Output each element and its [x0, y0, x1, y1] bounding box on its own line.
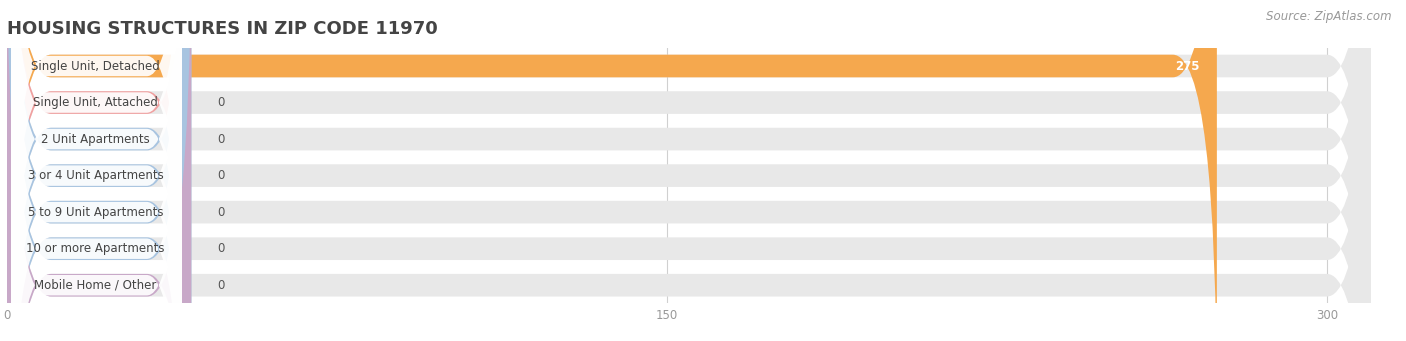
- FancyBboxPatch shape: [7, 0, 1371, 341]
- Text: Mobile Home / Other: Mobile Home / Other: [35, 279, 157, 292]
- FancyBboxPatch shape: [11, 0, 181, 341]
- FancyBboxPatch shape: [7, 0, 1371, 341]
- Text: Single Unit, Detached: Single Unit, Detached: [31, 60, 160, 73]
- FancyBboxPatch shape: [7, 0, 1371, 341]
- Text: Source: ZipAtlas.com: Source: ZipAtlas.com: [1267, 10, 1392, 23]
- Text: 5 to 9 Unit Apartments: 5 to 9 Unit Apartments: [28, 206, 163, 219]
- Text: 2 Unit Apartments: 2 Unit Apartments: [41, 133, 150, 146]
- Text: 0: 0: [218, 96, 225, 109]
- FancyBboxPatch shape: [11, 0, 181, 341]
- FancyBboxPatch shape: [7, 0, 191, 341]
- Text: 0: 0: [218, 169, 225, 182]
- Text: 0: 0: [218, 206, 225, 219]
- FancyBboxPatch shape: [11, 0, 181, 341]
- FancyBboxPatch shape: [7, 0, 1371, 341]
- Text: 0: 0: [218, 279, 225, 292]
- FancyBboxPatch shape: [7, 0, 1216, 341]
- FancyBboxPatch shape: [11, 0, 181, 341]
- Text: 0: 0: [218, 133, 225, 146]
- FancyBboxPatch shape: [7, 0, 191, 341]
- Text: 3 or 4 Unit Apartments: 3 or 4 Unit Apartments: [28, 169, 163, 182]
- Text: Single Unit, Attached: Single Unit, Attached: [34, 96, 157, 109]
- FancyBboxPatch shape: [7, 0, 1371, 341]
- FancyBboxPatch shape: [7, 0, 1371, 341]
- FancyBboxPatch shape: [7, 0, 191, 341]
- FancyBboxPatch shape: [7, 0, 191, 341]
- FancyBboxPatch shape: [7, 0, 191, 341]
- FancyBboxPatch shape: [11, 0, 181, 341]
- Text: 0: 0: [218, 242, 225, 255]
- Text: HOUSING STRUCTURES IN ZIP CODE 11970: HOUSING STRUCTURES IN ZIP CODE 11970: [7, 20, 437, 38]
- Text: 275: 275: [1175, 60, 1199, 73]
- FancyBboxPatch shape: [7, 0, 1371, 341]
- FancyBboxPatch shape: [11, 3, 181, 341]
- FancyBboxPatch shape: [11, 0, 181, 341]
- FancyBboxPatch shape: [7, 0, 191, 341]
- Text: 10 or more Apartments: 10 or more Apartments: [27, 242, 165, 255]
